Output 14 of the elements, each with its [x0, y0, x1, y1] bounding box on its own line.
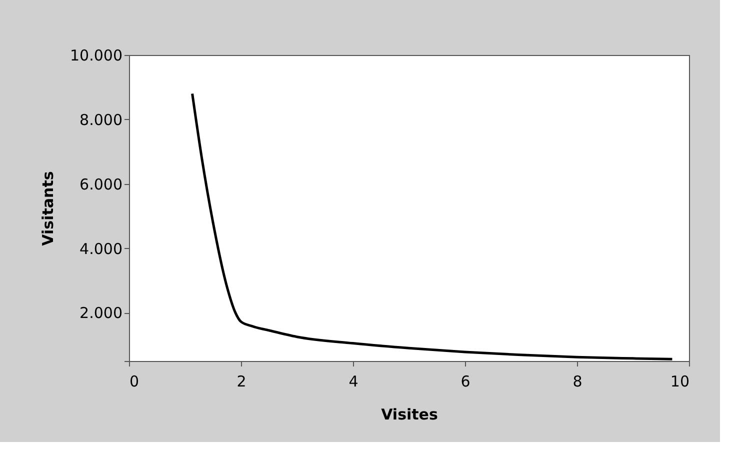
- x-axis-title: Visites: [381, 406, 438, 424]
- x-tick-label: 0: [130, 372, 140, 390]
- y-axis-title: Visitants: [39, 171, 58, 246]
- x-tick-label: 4: [348, 372, 358, 390]
- line-series: [191, 92, 674, 360]
- x-tick-label: 8: [572, 372, 582, 390]
- y-tick-label: 10.000: [70, 46, 122, 64]
- x-tick-label: 2: [236, 372, 246, 390]
- y-tick-label: 4.000: [80, 240, 122, 258]
- x-tick-label: 6: [460, 372, 470, 390]
- x-tick-label: 10: [670, 372, 690, 390]
- y-tick-label: 2.000: [80, 304, 122, 322]
- y-tick-label: 8.000: [80, 110, 122, 129]
- y-tick-label: 6.000: [80, 175, 122, 194]
